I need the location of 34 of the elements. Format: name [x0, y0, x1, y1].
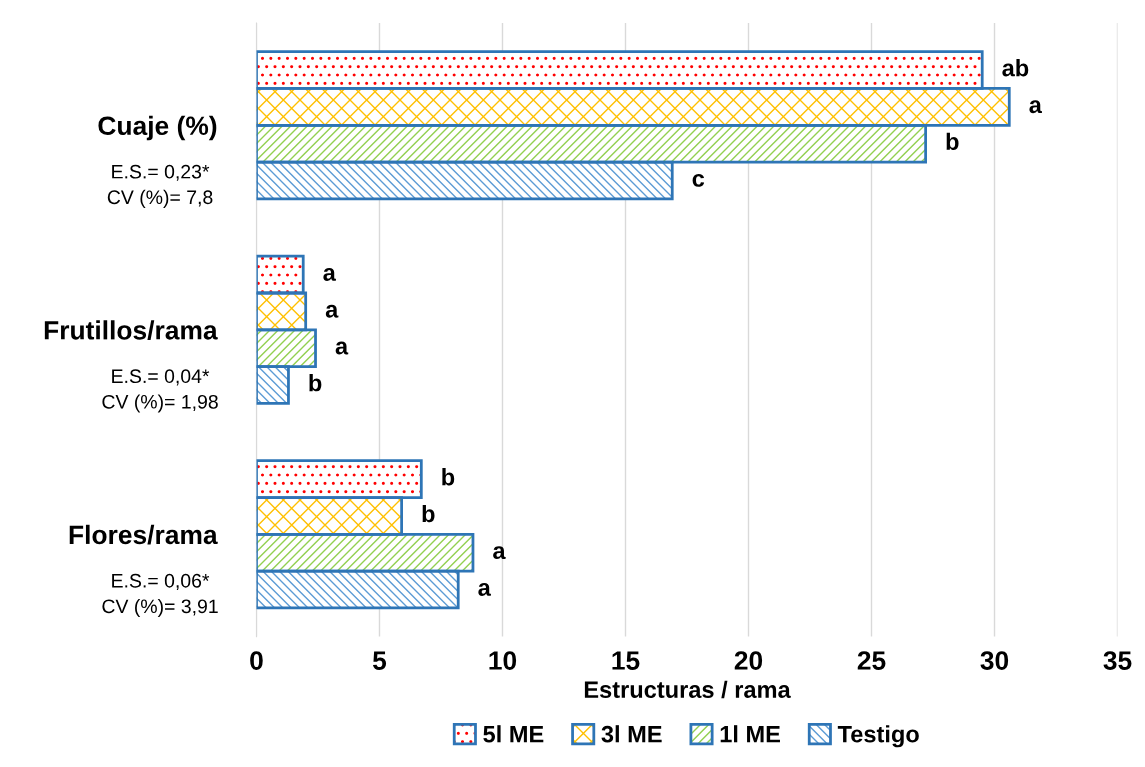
data-label: a [323, 267, 336, 281]
legend-label: 3l ME [601, 725, 662, 743]
text: E.S.= 0,23* [112, 164, 210, 181]
x-tick-label: 0 [250, 651, 263, 670]
x-tick-label: 25 [857, 651, 886, 670]
data-label: c [692, 173, 705, 187]
y-tick-label: Cuaje (%) [98, 115, 217, 141]
x-tick-label: 20 [734, 651, 763, 670]
data-label: a [1029, 100, 1042, 114]
data-label: a [478, 582, 491, 596]
data-label: a [325, 304, 339, 318]
legend-label: 5l ME [483, 725, 544, 743]
data-label: b [946, 132, 959, 151]
text: CV (%)= 3,91 [102, 598, 218, 618]
x-axis-title: Estructuras / rama [584, 680, 791, 699]
data-label: b [309, 374, 322, 392]
text: CV (%)= 1,98 [102, 394, 218, 413]
text: E.S.= 0,06* [112, 573, 210, 590]
data-label: a [493, 546, 506, 560]
legend-label: 1l ME [720, 725, 780, 743]
x-tick-label: 5 [372, 651, 387, 670]
data-label: a [335, 341, 349, 355]
data-label: b [422, 504, 435, 523]
text: CV (%)= 7,8 [107, 189, 213, 208]
legend-label: Testigo [837, 725, 919, 748]
x-tick-label: 15 [612, 651, 640, 670]
text: E.S.= 0,04* [112, 369, 210, 386]
x-tick-label: 10 [489, 651, 517, 670]
x-tick-label: 30 [980, 651, 1009, 670]
y-tick-label: Flores/rama [69, 524, 218, 545]
data-label: ab [1002, 59, 1029, 77]
x-tick-label: 35 [1103, 651, 1132, 670]
y-tick-label: Frutillos/rama [44, 320, 218, 340]
data-label: b [442, 468, 455, 486]
